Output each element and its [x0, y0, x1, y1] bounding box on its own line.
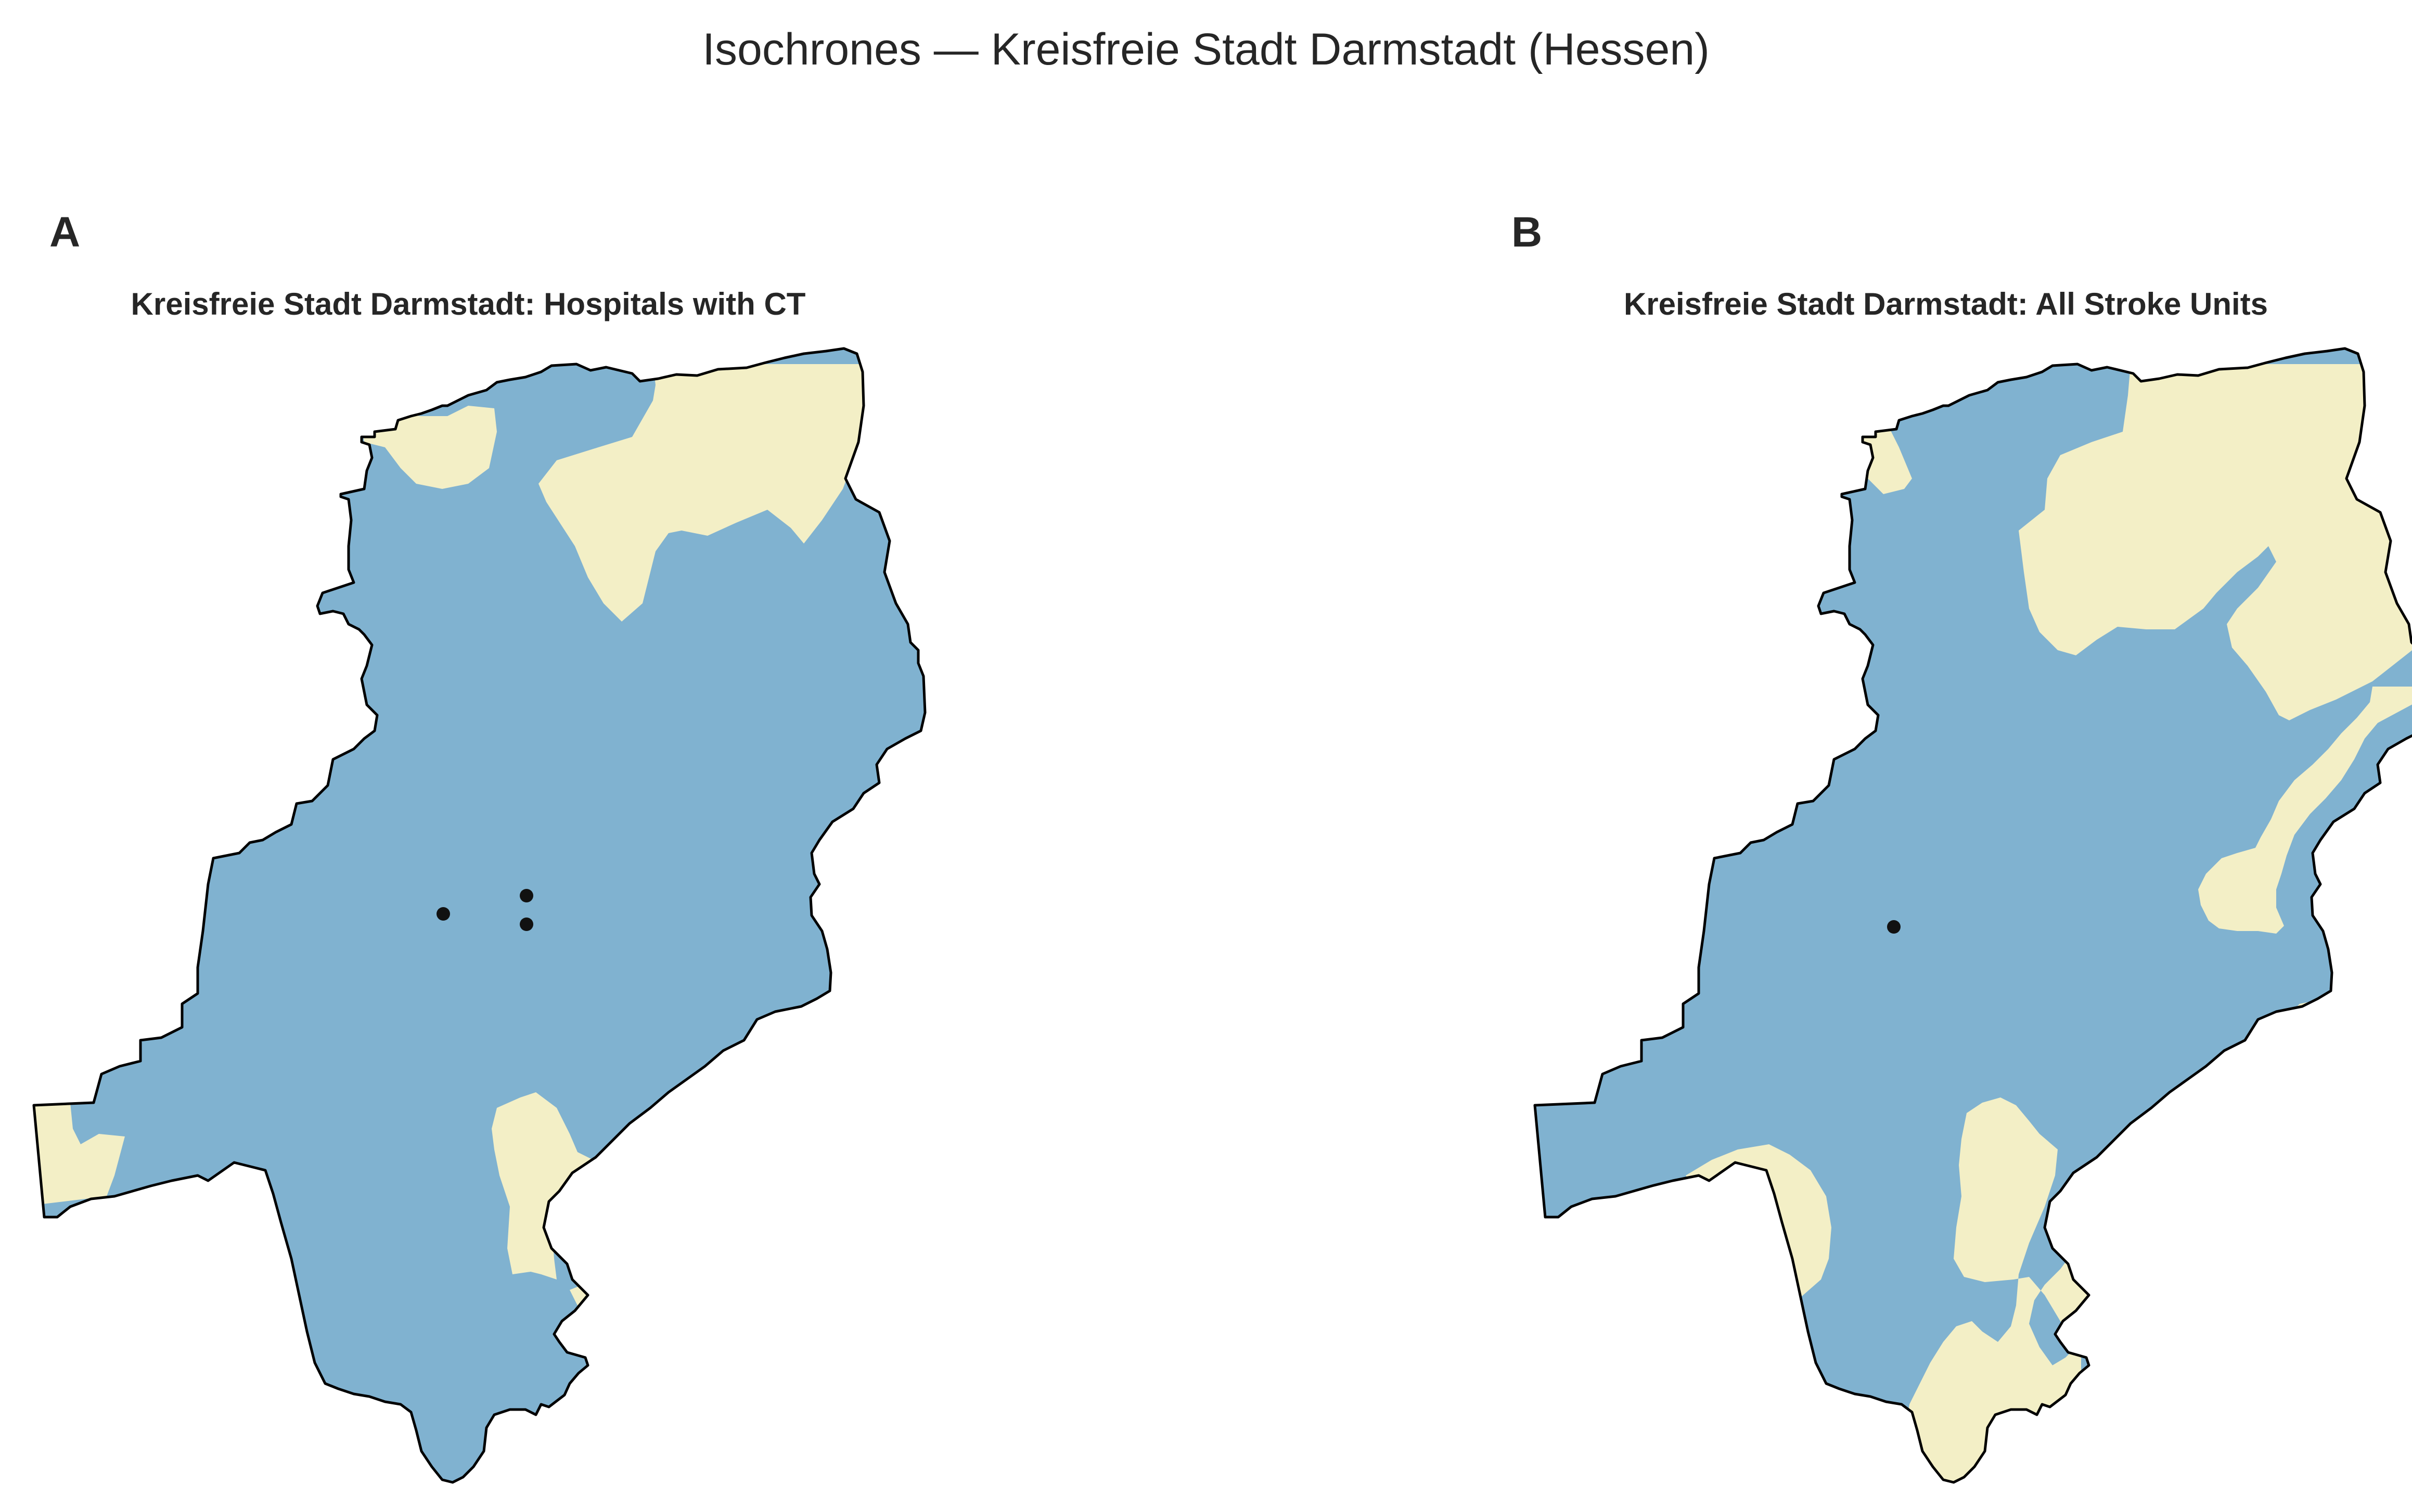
- facility-marker: [437, 907, 450, 921]
- within-isochrone-area: [34, 348, 925, 1482]
- map-panel-a: [21, 338, 989, 1508]
- facility-marker: [1887, 920, 1901, 934]
- panel-a-title: Kreisfreie Stadt Darmstadt: Hospitals wi…: [131, 287, 806, 321]
- figure-title: Isochrones — Kreisfreie Stadt Darmstadt …: [702, 24, 1710, 74]
- map-panel-b: [1498, 338, 2412, 1508]
- facility-marker: [520, 889, 533, 902]
- facility-marker: [520, 917, 533, 931]
- panel-a-letter: A: [49, 209, 81, 256]
- panel-b-letter: B: [1511, 209, 1543, 256]
- panel-b-title: Kreisfreie Stadt Darmstadt: All Stroke U…: [1623, 287, 2268, 321]
